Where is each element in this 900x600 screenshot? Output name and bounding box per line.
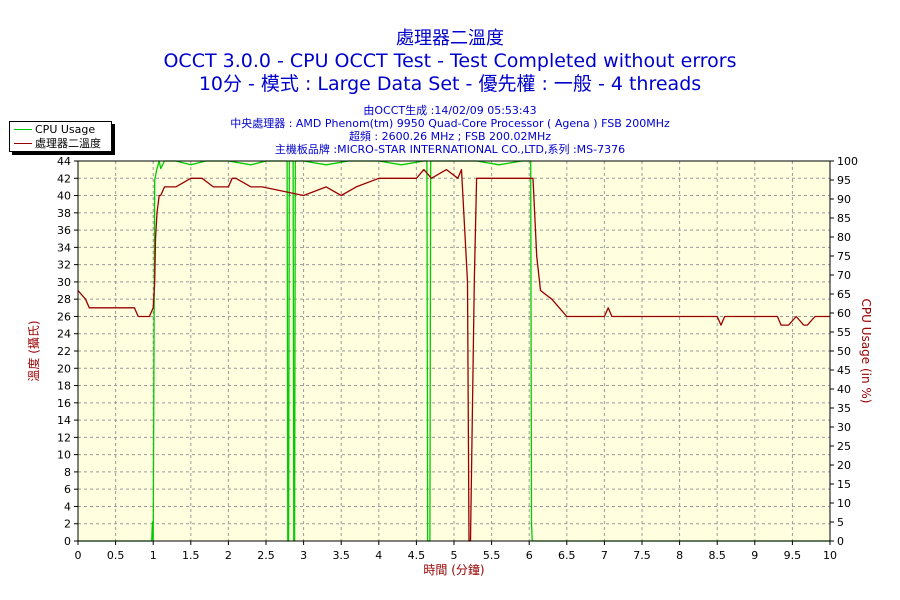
y2-tick-label: 25 [837,440,851,453]
y-tick-label: 16 [57,397,71,410]
x-tick-label: 7 [601,549,608,562]
legend-swatch-cpu-usage [14,129,32,130]
x-tick-label: 4.5 [408,549,426,562]
x-tick-label: 7.5 [633,549,651,562]
y2-tick-label: 50 [837,345,851,358]
temperature-line [77,168,830,542]
y2-tick-label: 70 [837,269,851,282]
y-tick-label: 32 [57,259,71,272]
info-line-motherboard: 主機板品牌 :MICRO-STAR INTERNATIONAL CO.,LTD,… [274,143,626,156]
y2-tick-label: 10 [837,497,851,510]
x-tick-label: 9.5 [784,549,802,562]
info-line-generated: 由OCCT生成 :14/02/09 05:53:43 [363,104,537,117]
y2-tick-label: 80 [837,231,851,244]
y-tick-label: 14 [57,414,71,427]
y-axis-label: 溫度 (攝氏) [26,320,41,381]
y2-tick-label: 15 [837,478,851,491]
x-tick-label: 4 [375,549,382,562]
y-tick-label: 6 [64,483,71,496]
x-tick-label: 0.5 [107,549,125,562]
y2-tick-label: 40 [837,383,851,396]
y2-tick-label: 75 [837,250,851,263]
info-line-cpu: 中央處理器 : AMD Phenom(tm) 9950 Quad-Core Pr… [230,117,670,130]
y2-tick-label: 20 [837,459,851,472]
y2-tick-label: 65 [837,288,851,301]
y2-tick-label: 5 [837,516,844,529]
y2-tick-label: 85 [837,212,851,225]
x-tick-label: 8.5 [708,549,726,562]
x-tick-label: 3 [300,549,307,562]
x-tick-label: 2.5 [257,549,275,562]
chart-legend: CPU Usage 處理器二溫度 [9,121,112,152]
y2-tick-label: 30 [837,421,851,434]
legend-swatch-temperature [14,143,32,144]
y2-tick-label: 55 [837,326,851,339]
y-tick-label: 12 [57,431,71,444]
x-tick-label: 5.5 [483,549,501,562]
chart-subtitle-2: 10分 - 模式 : Large Data Set - 優先權 : 一般 - 4… [198,73,702,95]
x-tick-label: 6 [526,549,533,562]
y-tick-label: 36 [57,224,71,237]
x-tick-label: 8 [676,549,683,562]
y-tick-label: 28 [57,293,71,306]
y-tick-label: 40 [57,190,71,203]
y-tick-label: 30 [57,276,71,289]
x-tick-label: 1.5 [182,549,200,562]
legend-item-cpu-usage: CPU Usage [10,123,111,136]
chart-subtitle: OCCT 3.0.0 - CPU OCCT Test - Test Comple… [163,50,737,72]
info-line-clock: 超頻 : 2600.26 MHz ; FSB 200.02MHz [348,130,552,143]
y2-tick-label: 45 [837,364,851,377]
x-tick-label: 5 [451,549,458,562]
chart-title: 處理器二溫度 [396,28,504,49]
y2-tick-label: 35 [837,402,851,415]
y-tick-label: 8 [64,466,71,479]
legend-label-temperature: 處理器二溫度 [35,137,101,150]
y2-axis-label: CPU Usage (in %) [859,299,873,404]
y-tick-label: 18 [57,380,71,393]
y-tick-label: 26 [57,310,71,323]
y2-tick-label: 100 [837,155,858,168]
x-tick-label: 2 [225,549,232,562]
y2-tick-label: 90 [837,193,851,206]
y-tick-label: 0 [64,535,71,548]
y-tick-label: 24 [57,328,71,341]
x-tick-label: 6.5 [558,549,576,562]
x-tick-label: 3.5 [332,549,350,562]
y-tick-label: 44 [57,155,71,168]
y2-tick-label: 60 [837,307,851,320]
y-tick-label: 22 [57,345,71,358]
x-tick-label: 10 [823,549,837,562]
x-tick-label: 0 [75,549,82,562]
y-tick-label: 10 [57,449,71,462]
y-tick-label: 34 [57,241,71,254]
x-tick-label: 9 [751,549,758,562]
y-tick-label: 2 [64,518,71,531]
y-tick-label: 20 [57,362,71,375]
y2-tick-label: 95 [837,174,851,187]
y2-tick-label: 0 [837,535,844,548]
x-axis-label: 時間 (分鐘) [423,562,484,577]
y-tick-label: 42 [57,172,71,185]
x-tick-label: 1 [150,549,157,562]
legend-item-temperature: 處理器二溫度 [10,137,111,150]
y-tick-label: 4 [64,500,71,513]
legend-label-cpu-usage: CPU Usage [35,123,96,136]
y-tick-label: 38 [57,207,71,220]
